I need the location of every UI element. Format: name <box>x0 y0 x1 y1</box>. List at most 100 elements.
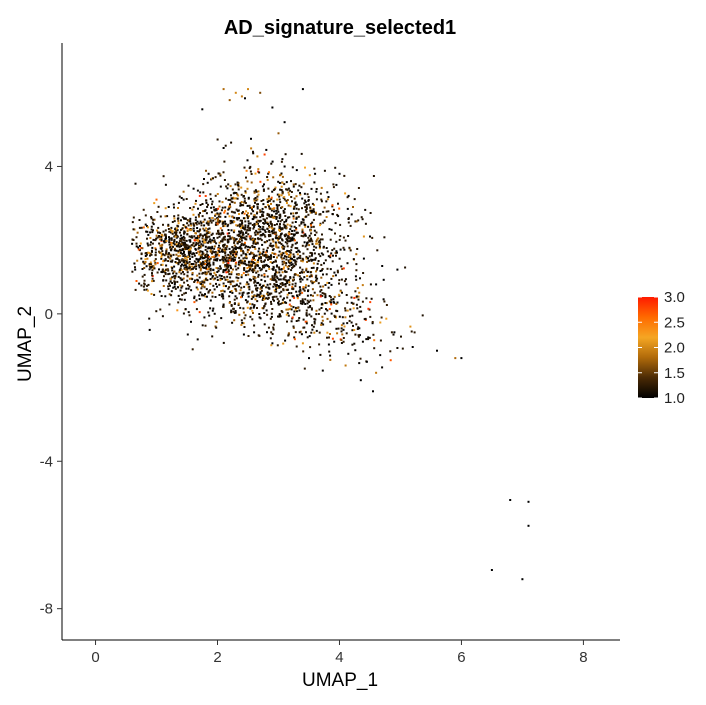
data-point <box>335 327 338 330</box>
data-point <box>295 228 298 231</box>
data-point <box>205 236 207 239</box>
data-point <box>240 319 243 322</box>
data-point <box>336 251 338 254</box>
data-point <box>138 245 141 247</box>
data-point <box>216 138 219 141</box>
data-point <box>259 226 262 228</box>
data-point <box>307 259 310 262</box>
data-point <box>313 258 316 261</box>
data-point <box>185 243 188 246</box>
data-point <box>344 364 347 367</box>
data-point <box>278 271 281 274</box>
data-point <box>258 171 261 174</box>
data-point <box>301 231 304 234</box>
data-point <box>244 226 247 229</box>
data-point <box>216 193 219 195</box>
data-point <box>179 277 182 280</box>
data-point <box>358 334 361 337</box>
data-point <box>332 208 335 211</box>
data-point <box>339 223 342 226</box>
data-point <box>183 273 186 276</box>
data-point <box>307 301 310 303</box>
data-point <box>227 183 230 186</box>
data-point <box>348 246 351 249</box>
data-point <box>173 231 176 234</box>
data-point <box>381 265 384 267</box>
data-point <box>274 186 277 189</box>
data-point <box>188 266 191 269</box>
data-point <box>275 290 278 293</box>
data-point <box>338 207 341 210</box>
data-point <box>188 235 191 238</box>
data-point <box>184 262 187 265</box>
data-point <box>173 249 176 252</box>
data-point <box>260 278 263 281</box>
data-point <box>173 283 176 286</box>
data-point <box>183 241 186 244</box>
data-point <box>177 250 180 253</box>
data-point <box>149 252 152 255</box>
data-point <box>314 234 317 236</box>
data-point <box>258 228 261 231</box>
data-point <box>320 252 323 255</box>
data-point <box>254 265 257 268</box>
data-point <box>265 249 268 252</box>
data-point <box>228 286 231 289</box>
data-point <box>236 242 239 245</box>
data-point <box>208 231 211 234</box>
data-point <box>193 281 196 283</box>
data-point <box>233 197 236 200</box>
data-point <box>141 275 144 278</box>
data-point <box>249 222 252 225</box>
data-point <box>240 95 243 98</box>
data-point <box>327 196 330 198</box>
data-point <box>169 231 172 234</box>
data-point <box>229 264 232 267</box>
data-point <box>151 269 154 272</box>
data-point <box>266 313 269 316</box>
data-point <box>310 258 313 261</box>
data-point <box>279 215 282 218</box>
data-point <box>257 273 260 276</box>
data-point <box>199 220 202 223</box>
data-point <box>247 295 250 298</box>
data-point <box>306 336 309 339</box>
data-point <box>292 233 295 236</box>
data-point <box>318 308 321 311</box>
data-point <box>283 260 286 263</box>
data-point <box>256 212 258 215</box>
data-point <box>243 212 246 215</box>
data-point <box>271 296 274 299</box>
data-point <box>285 226 288 229</box>
data-point <box>357 219 360 222</box>
data-point <box>246 248 249 251</box>
data-point <box>218 235 221 238</box>
data-point <box>301 88 304 91</box>
data-point <box>396 268 399 271</box>
data-point <box>326 331 329 334</box>
data-point <box>261 243 264 246</box>
data-point <box>134 266 136 269</box>
data-point <box>231 280 234 283</box>
data-point <box>331 249 334 252</box>
data-point <box>320 322 323 325</box>
data-point <box>207 270 210 273</box>
legend-tick-label: 1.0 <box>664 390 685 407</box>
data-point <box>271 342 274 345</box>
data-point <box>183 281 186 284</box>
data-point <box>365 297 368 300</box>
data-point <box>273 252 276 255</box>
data-point <box>212 278 215 281</box>
data-point <box>241 321 244 324</box>
data-point <box>261 185 264 188</box>
data-point <box>167 288 170 290</box>
data-point <box>138 226 141 229</box>
data-point <box>198 222 201 225</box>
data-point <box>244 256 247 259</box>
data-point <box>248 260 250 263</box>
data-point <box>302 235 305 238</box>
data-point <box>214 325 217 328</box>
data-point <box>270 162 273 165</box>
data-point <box>299 288 302 291</box>
data-point <box>256 307 258 309</box>
